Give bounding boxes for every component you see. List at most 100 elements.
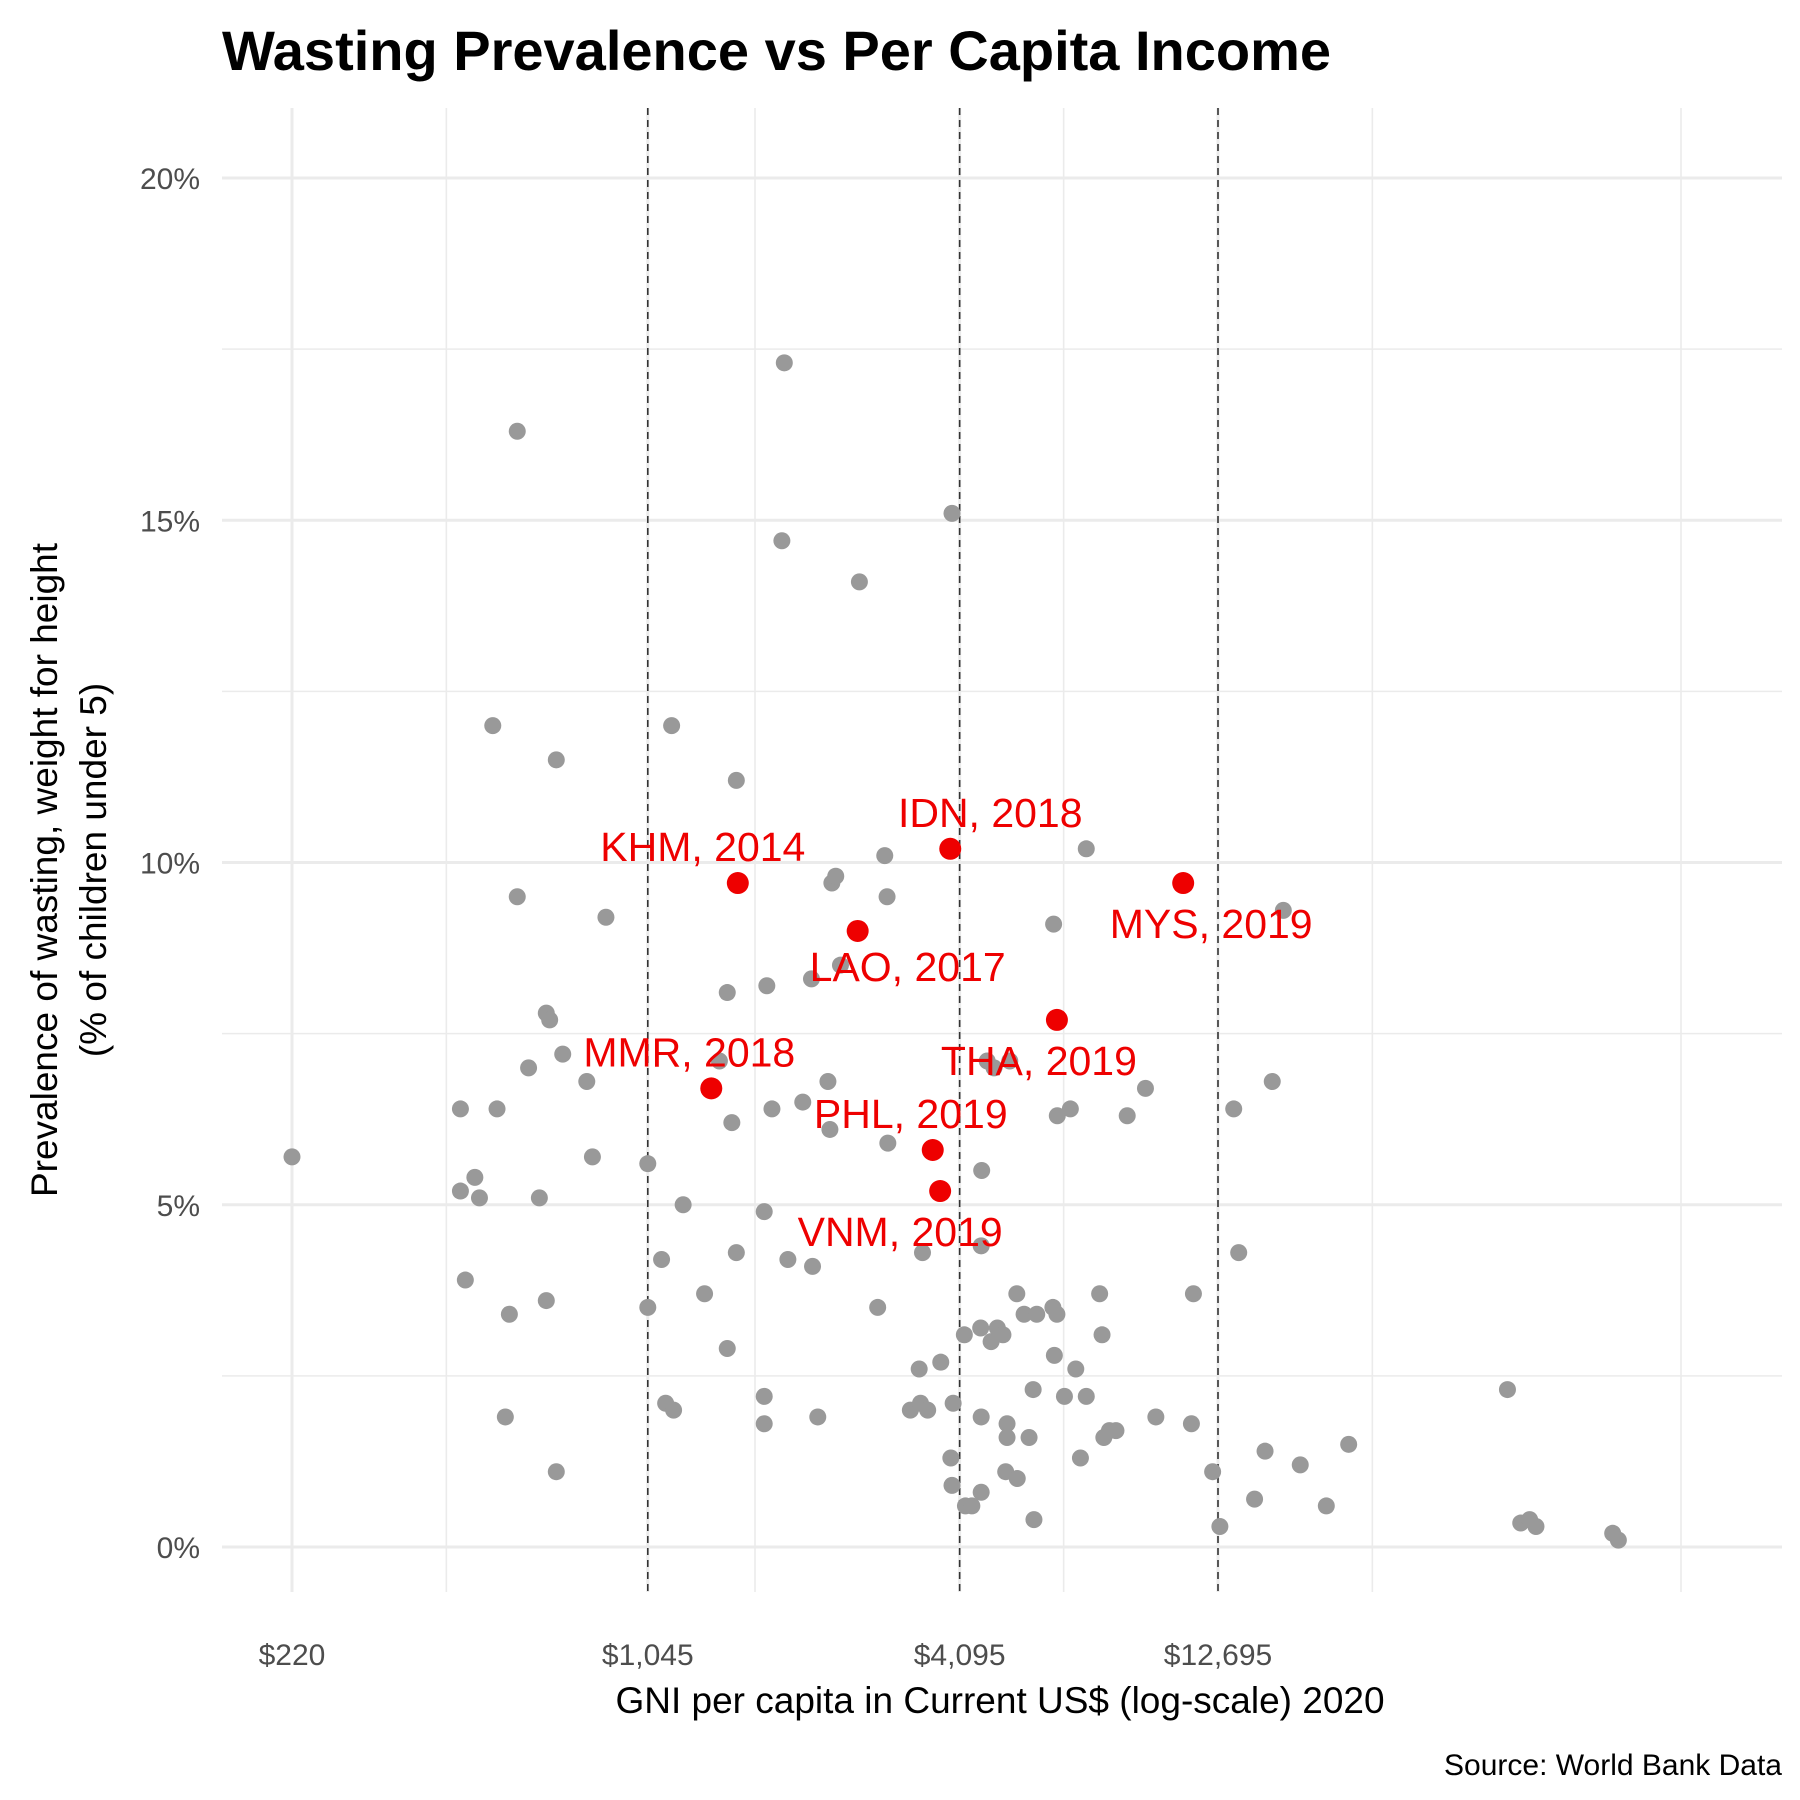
data-point [597,908,615,926]
highlight-point [846,919,869,942]
highlight-label: KHM, 2014 [600,824,805,870]
data-point [1001,1052,1019,1070]
data-point [727,771,745,789]
data-point [1071,1449,1089,1467]
data-point [1274,901,1292,919]
data-point [653,1251,671,1269]
data-point [1527,1517,1545,1535]
data-point [1020,1428,1038,1446]
x-axis-ticks: $220 $1,045 $4,095 $12,695 [259,1639,1273,1672]
data-point [919,1401,937,1419]
data-point [809,1408,827,1426]
data-point [878,888,896,906]
highlight-label: LAO, 2017 [810,944,1006,990]
data-point [910,1360,928,1378]
data-point [944,1394,962,1412]
data-point [804,1257,822,1275]
y-axis-ticks: 0% 5% 10% 15% 20% [140,163,200,1565]
data-point [831,956,849,974]
data-point [1246,1490,1264,1508]
data-point [541,1011,559,1029]
data-point [718,1339,736,1357]
data-point [994,1326,1012,1344]
data-point [942,1449,960,1467]
data-point [508,422,526,440]
highlight-label: VNM, 2019 [798,1209,1003,1255]
highlight-point [1172,872,1195,895]
data-point [547,1463,565,1481]
x-tick-label: $12,695 [1164,1639,1272,1672]
data-point [1182,1415,1200,1433]
data-point [1118,1107,1136,1125]
data-point [1147,1408,1165,1426]
data-point [1045,1346,1063,1364]
data-point [674,1196,692,1214]
data-point [1024,1381,1042,1399]
data-point [1048,1107,1066,1125]
data-point [520,1059,538,1077]
data-point [1317,1497,1335,1515]
data-point [639,1155,657,1173]
data-point [876,847,894,865]
data-point [972,1483,990,1501]
data-point [484,717,502,735]
grid-lines [222,108,1782,1592]
highlighted-points [700,837,1195,1203]
data-point [583,1148,601,1166]
highlight-point [700,1077,723,1100]
data-point [1008,1470,1026,1488]
highlight-label: MYS, 2019 [1110,901,1313,947]
data-point [663,717,681,735]
data-point [1498,1381,1516,1399]
data-point [827,867,845,885]
data-point [955,1326,973,1344]
data-point [998,1415,1016,1433]
data-point [755,1387,773,1405]
highlight-label: IDN, 2018 [898,790,1083,836]
data-point [763,1100,781,1118]
data-point [913,1244,931,1262]
data-point [1091,1285,1109,1303]
data-point [530,1189,548,1207]
reference-lines [646,108,1219,1592]
data-point [1107,1422,1125,1440]
data-point [451,1100,469,1118]
data-point [1609,1531,1627,1549]
x-tick-label: $1,045 [602,1639,694,1672]
data-point [985,1059,1003,1077]
data-point [1055,1387,1073,1405]
data-point [1184,1285,1202,1303]
chart-title: Wasting Prevalence vs Per Capita Income [222,19,1331,82]
data-point [723,1114,741,1132]
data-point [488,1100,506,1118]
data-point [1225,1100,1243,1118]
data-point [869,1298,887,1316]
data-point [547,751,565,769]
data-point [779,1251,797,1269]
data-point [879,1134,897,1152]
data-point [1077,840,1095,858]
highlight-point [939,837,962,860]
data-point [1045,915,1063,933]
data-point [972,1408,990,1426]
data-point [1028,1305,1046,1323]
data-point [973,1162,991,1180]
data-point [1093,1326,1111,1344]
data-point [496,1408,514,1426]
data-point [1048,1305,1066,1323]
data-point [639,1298,657,1316]
y-tick-label: 15% [140,505,200,538]
data-point [451,1182,469,1200]
data-point [1340,1435,1358,1453]
highlight-label: THA, 2019 [941,1038,1137,1084]
highlight-point [921,1138,944,1161]
data-point [466,1168,484,1186]
chart-caption: Source: World Bank Data [1444,1749,1782,1782]
highlight-labels: IDN, 2018 KHM, 2014 MYS, 2019 LAO, 2017 THA,… [583,790,1312,1255]
data-point [1263,1073,1281,1091]
y-tick-label: 0% [157,1532,200,1565]
data-point [578,1073,596,1091]
data-point [1256,1442,1274,1460]
data-point [1015,1305,1033,1323]
